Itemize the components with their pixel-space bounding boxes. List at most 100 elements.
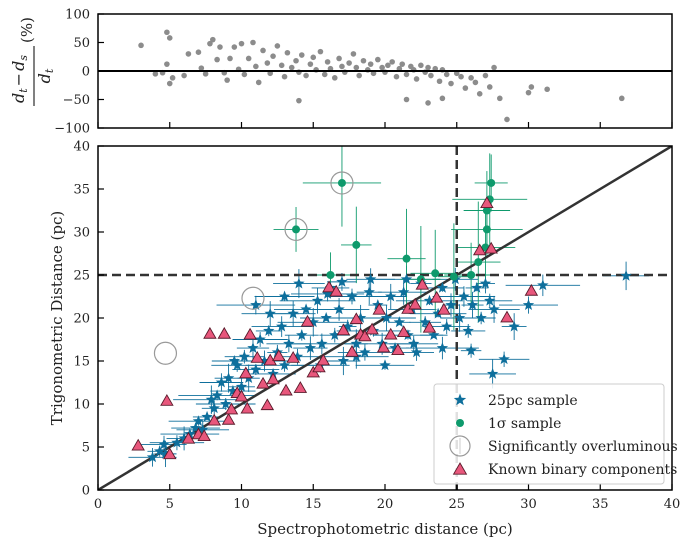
residual-point xyxy=(476,91,483,97)
point-binary xyxy=(376,340,391,353)
residual-point xyxy=(436,78,443,85)
residual-point xyxy=(274,43,281,49)
point-overluminous xyxy=(153,341,178,365)
point-binary xyxy=(181,431,196,444)
main-y-axis-label: Trigonometric Distance (pc) xyxy=(48,211,66,425)
point-25pc xyxy=(475,312,487,323)
residual-point xyxy=(195,49,202,55)
point-25pc xyxy=(311,294,324,306)
residual-point xyxy=(270,53,276,59)
point-binary xyxy=(322,280,336,293)
residual-point xyxy=(238,40,245,47)
point-25pc xyxy=(171,436,183,448)
residual-point xyxy=(202,71,209,77)
point-binary xyxy=(240,401,254,414)
point-25pc xyxy=(159,447,172,459)
point-1sigma xyxy=(431,269,440,278)
residual-point xyxy=(207,40,213,47)
point-25pc xyxy=(471,281,483,293)
residual-point xyxy=(425,100,431,106)
point-25pc xyxy=(445,299,457,310)
residual-point xyxy=(428,72,434,79)
residual-point xyxy=(504,116,510,123)
residual-point xyxy=(413,76,420,82)
point-25pc xyxy=(250,363,262,375)
point-25pc xyxy=(350,337,363,349)
point-binary xyxy=(250,351,265,363)
point-binary xyxy=(160,394,174,406)
point-25pc xyxy=(423,294,436,306)
residual-point xyxy=(367,61,374,67)
residual-point xyxy=(618,95,625,102)
residual-point xyxy=(164,61,170,67)
point-25pc xyxy=(400,273,413,285)
point-1sigma xyxy=(352,240,361,249)
residual-point xyxy=(403,71,410,78)
legend-open-circle-icon xyxy=(449,435,471,457)
residual-point xyxy=(253,63,259,70)
point-25pc xyxy=(488,303,500,315)
point-1sigma xyxy=(292,225,301,234)
residual-point xyxy=(399,61,406,67)
point-25pc xyxy=(484,294,496,306)
point-binary xyxy=(422,320,437,333)
point-25pc xyxy=(441,320,453,332)
point-25pc xyxy=(359,346,371,358)
point-25pc xyxy=(264,307,276,319)
point-25pc xyxy=(407,337,420,349)
point-25pc xyxy=(372,299,384,310)
point-25pc xyxy=(184,428,196,439)
residual-point xyxy=(138,42,144,49)
residual-point xyxy=(245,55,252,62)
residual-point xyxy=(281,73,288,80)
main-x-tick-label: 35 xyxy=(592,497,609,512)
point-25pc xyxy=(215,376,228,388)
main-y-ticks: 0 5 10 15 20 25 30 35 40 xyxy=(73,140,104,499)
legend-label-1sigma: 1σ sample xyxy=(488,416,561,432)
point-binary xyxy=(131,438,145,451)
main-x-axis-label: Spectrophotometric distance (pc) xyxy=(257,520,512,538)
residual-point xyxy=(310,54,317,61)
point-binary xyxy=(312,360,326,373)
point-25pc xyxy=(458,290,470,302)
residual-point xyxy=(497,95,503,102)
point-25pc xyxy=(197,423,209,435)
point-binary xyxy=(437,302,451,315)
point-25pc xyxy=(300,303,312,315)
point-binary xyxy=(279,383,293,396)
legend-marker-25pc xyxy=(453,393,467,406)
point-25pc xyxy=(436,342,449,353)
residual-point xyxy=(317,48,324,55)
residual-y-axis-unit: (%) xyxy=(18,17,36,43)
residual-point xyxy=(544,86,550,93)
point-binary xyxy=(217,326,232,339)
main-panel: 0 5 10 15 20 25 30 35 40 0 5 10 15 20 25 30 35 40 Spectr… xyxy=(48,140,680,539)
residual-point xyxy=(491,64,497,71)
point-overluminous xyxy=(284,217,308,242)
main-y-tick-label: 35 xyxy=(73,183,90,198)
residual-y-tick-label: −100 xyxy=(54,122,90,137)
residual-points xyxy=(138,29,625,123)
residual-point xyxy=(486,84,493,90)
residual-y-tick-label: 0 xyxy=(82,65,90,80)
residual-point xyxy=(264,60,271,66)
main-y-tick-label: 30 xyxy=(73,226,90,241)
residual-point xyxy=(214,56,220,63)
residual-y-tick-label: 100 xyxy=(65,8,90,23)
residual-point xyxy=(350,51,357,57)
point-1sigma xyxy=(487,178,496,187)
point-1sigma xyxy=(326,271,335,279)
point-25pc xyxy=(283,337,295,349)
residual-point xyxy=(468,75,474,81)
residual-point xyxy=(217,44,223,50)
point-25pc xyxy=(393,316,406,328)
point-25pc xyxy=(263,324,275,336)
residual-point xyxy=(241,71,248,78)
residual-point xyxy=(346,60,352,66)
ylabel-num-d1: d xyxy=(9,93,28,103)
residual-y-axis-label-denominator: dt xyxy=(35,68,56,83)
residual-point xyxy=(293,57,299,64)
point-binary xyxy=(480,196,494,208)
point-25pc xyxy=(337,355,350,366)
